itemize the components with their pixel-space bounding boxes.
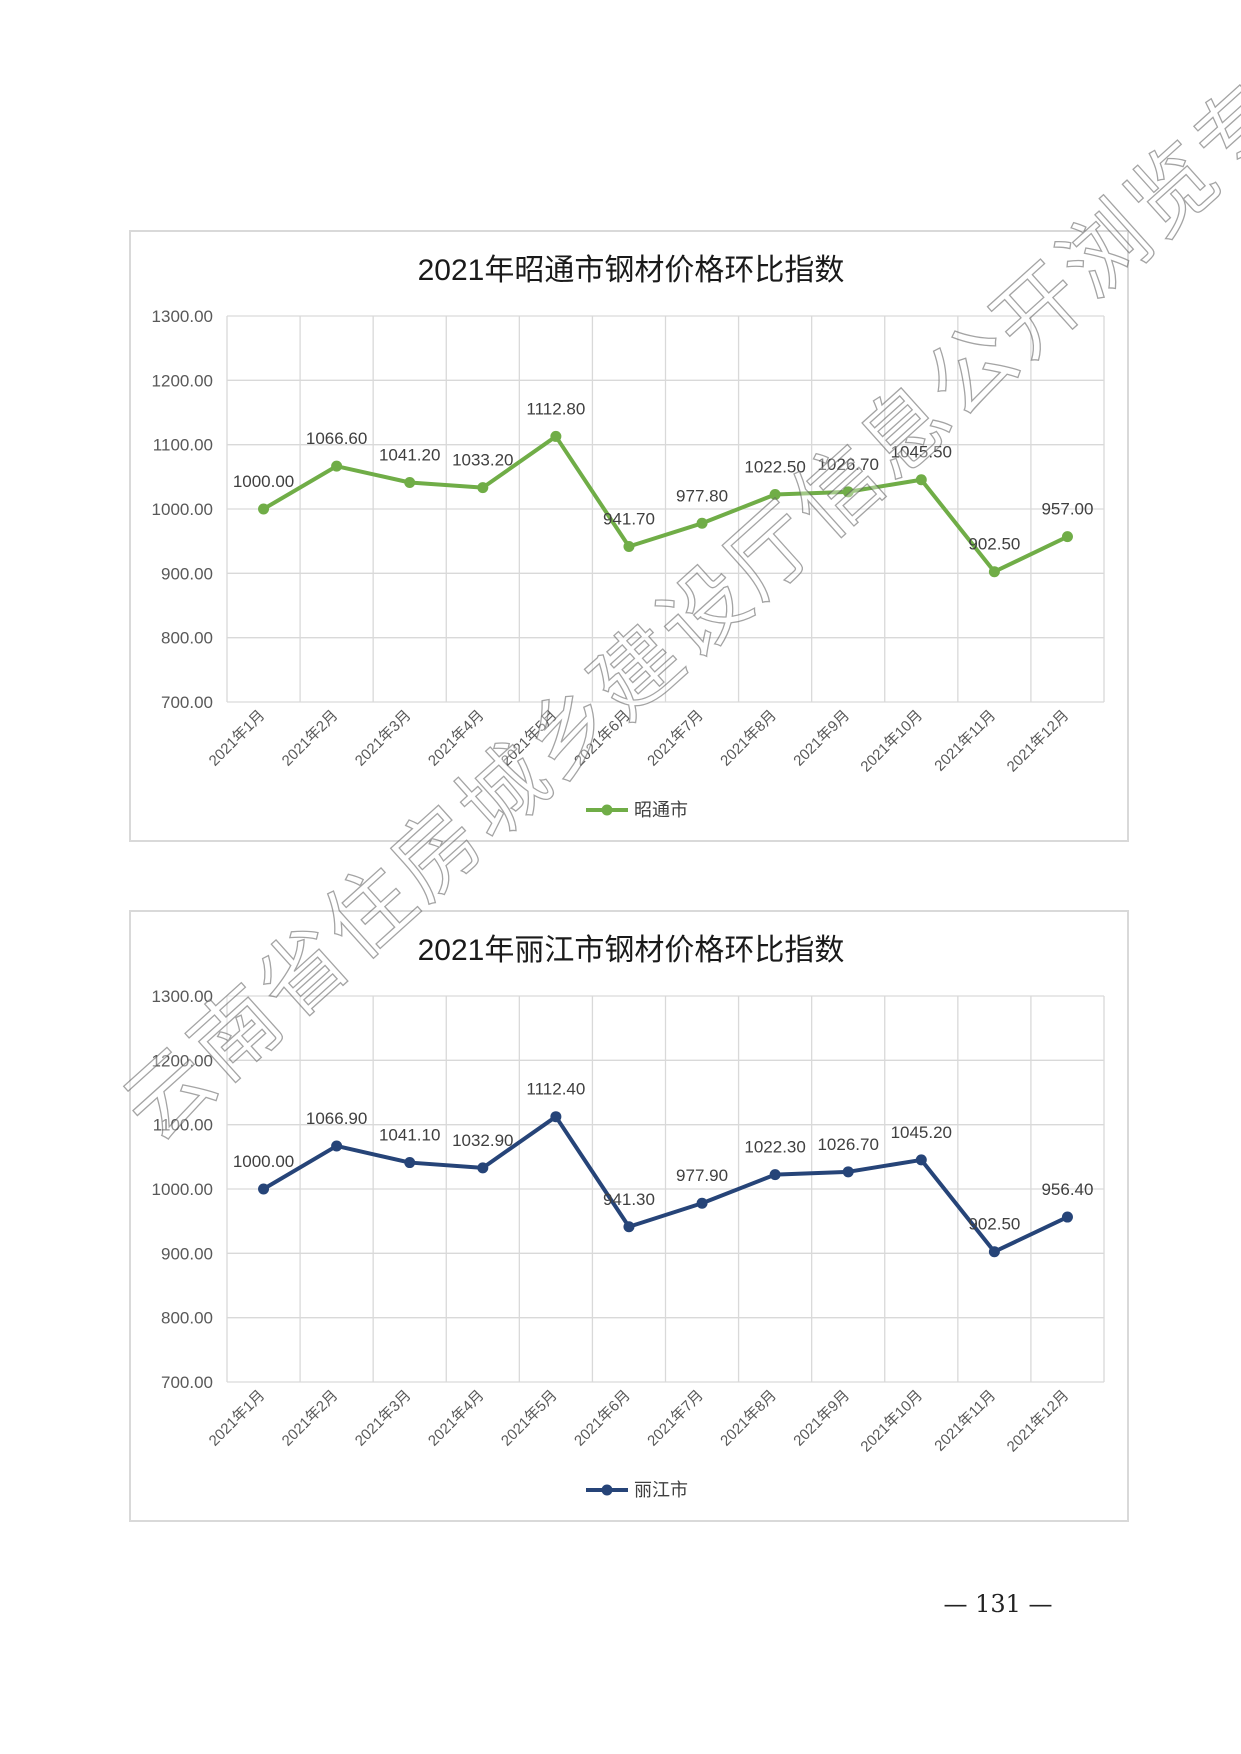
x-tick-label: 2021年1月 (206, 707, 269, 770)
data-label: 1112.80 (526, 399, 585, 418)
data-point (1061, 1211, 1073, 1223)
data-label: 1000.00 (233, 1152, 294, 1171)
legend-label: 丽江市 (634, 1480, 688, 1500)
chart-title: 2021年昭通市钢材价格环比指数 (418, 254, 845, 287)
data-point (842, 1166, 854, 1178)
data-point (258, 1183, 270, 1195)
x-tick-label: 2021年9月 (790, 1387, 853, 1450)
chart-zhaotong-svg: 2021年昭通市钢材价格环比指数 700.00 800.00 900.00 1000.0… (152, 254, 1105, 820)
legend-label: 昭通市 (634, 800, 688, 820)
legend-marker (601, 1484, 613, 1496)
data-point (1061, 531, 1073, 543)
y-tick-label: 800.00 (161, 1309, 213, 1328)
data-label: 902.50 (968, 535, 1020, 554)
legend-marker (601, 804, 613, 816)
data-point (623, 541, 635, 553)
y-tick-label: 1200.00 (152, 1051, 213, 1070)
x-tick-label: 2021年6月 (571, 707, 634, 770)
data-label: 1026.70 (817, 1135, 878, 1154)
data-point (404, 476, 416, 488)
x-tick-label: 2021年4月 (425, 707, 488, 770)
x-tick-label: 2021年2月 (279, 707, 342, 770)
chart-lijiang-svg: 2021年丽江市钢材价格环比指数 700.00 800.00 900.00 1000.0… (152, 934, 1105, 1500)
data-point (988, 566, 1000, 578)
x-tick-label: 2021年3月 (352, 1387, 415, 1450)
y-tick-label: 1300.00 (152, 307, 213, 326)
series-line (262, 1114, 1069, 1254)
y-tick-label: 1300.00 (152, 987, 213, 1006)
x-tick-label: 2021年8月 (717, 1387, 780, 1450)
data-label: 1045.20 (891, 1123, 952, 1142)
chart-zhaotong: 2021年昭通市钢材价格环比指数 700.00 800.00 900.00 1000.0… (129, 230, 1129, 842)
series-line (262, 434, 1069, 574)
data-point (696, 1197, 708, 1209)
data-label: 1000.00 (233, 472, 294, 491)
data-point (915, 474, 927, 486)
data-label: 1041.10 (379, 1126, 440, 1145)
x-tick-label: 2021年11月 (931, 707, 999, 775)
x-tick-label: 2021年12月 (1004, 707, 1073, 776)
data-label: 1112.40 (526, 1080, 585, 1099)
data-point (404, 1157, 416, 1169)
data-label: 957.00 (1041, 500, 1093, 519)
y-tick-label: 700.00 (161, 1373, 213, 1392)
y-tick-label: 1000.00 (152, 1180, 213, 1199)
y-tick-label: 800.00 (161, 629, 213, 648)
data-point (623, 1221, 635, 1233)
data-label: 1033.20 (452, 451, 513, 470)
data-label: 1022.30 (744, 1138, 805, 1157)
y-tick-label: 1100.00 (153, 1116, 213, 1135)
data-point (331, 1140, 343, 1152)
data-point (258, 503, 270, 515)
data-point (477, 1162, 489, 1174)
x-tick-label: 2021年7月 (644, 1387, 707, 1450)
data-label: 902.50 (968, 1215, 1020, 1234)
data-point (842, 486, 854, 498)
data-label: 1041.20 (379, 445, 440, 464)
data-label: 1026.70 (817, 455, 878, 474)
data-label: 1066.90 (306, 1109, 367, 1128)
chart-title: 2021年丽江市钢材价格环比指数 (418, 934, 845, 967)
x-tick-label: 2021年6月 (571, 1387, 634, 1450)
x-tick-label: 2021年5月 (498, 707, 561, 770)
x-tick-label: 2021年5月 (498, 1387, 561, 1450)
x-tick-label: 2021年11月 (931, 1387, 999, 1455)
data-label: 956.40 (1041, 1180, 1093, 1199)
x-tick-label: 2021年10月 (857, 1387, 926, 1456)
page-number: — 131 — (943, 1590, 1053, 1618)
y-tick-label: 900.00 (161, 564, 213, 583)
x-tick-label: 2021年12月 (1004, 1387, 1073, 1456)
data-point (550, 1111, 562, 1123)
data-point (331, 460, 343, 472)
data-point (477, 482, 489, 494)
x-tick-label: 2021年9月 (790, 707, 853, 770)
x-tick-label: 2021年8月 (717, 707, 780, 770)
chart-lijiang: 2021年丽江市钢材价格环比指数 700.00 800.00 900.00 1000.0… (129, 910, 1129, 1522)
x-tick-label: 2021年2月 (279, 1387, 342, 1450)
x-tick-label: 2021年3月 (352, 707, 415, 770)
x-tick-label: 2021年4月 (425, 1387, 488, 1450)
y-tick-label: 1200.00 (152, 371, 213, 390)
data-point (696, 517, 708, 529)
data-label: 1066.60 (306, 429, 367, 448)
data-point (769, 1169, 781, 1181)
data-point (915, 1154, 927, 1166)
data-label: 977.80 (676, 486, 728, 505)
data-label: 1022.50 (744, 458, 805, 477)
data-label: 941.70 (603, 510, 655, 529)
data-label: 1045.50 (891, 443, 952, 462)
data-label: 941.30 (603, 1190, 655, 1209)
data-label: 977.90 (676, 1166, 728, 1185)
data-label: 1032.90 (452, 1131, 513, 1150)
x-tick-label: 2021年1月 (206, 1387, 269, 1450)
y-tick-label: 1100.00 (153, 436, 213, 455)
data-point (988, 1246, 1000, 1258)
x-tick-label: 2021年10月 (857, 707, 926, 776)
y-tick-label: 1000.00 (152, 500, 213, 519)
x-tick-label: 2021年7月 (644, 707, 707, 770)
y-tick-label: 900.00 (161, 1244, 213, 1263)
data-point (550, 430, 562, 442)
data-point (769, 489, 781, 501)
y-tick-label: 700.00 (161, 693, 213, 712)
